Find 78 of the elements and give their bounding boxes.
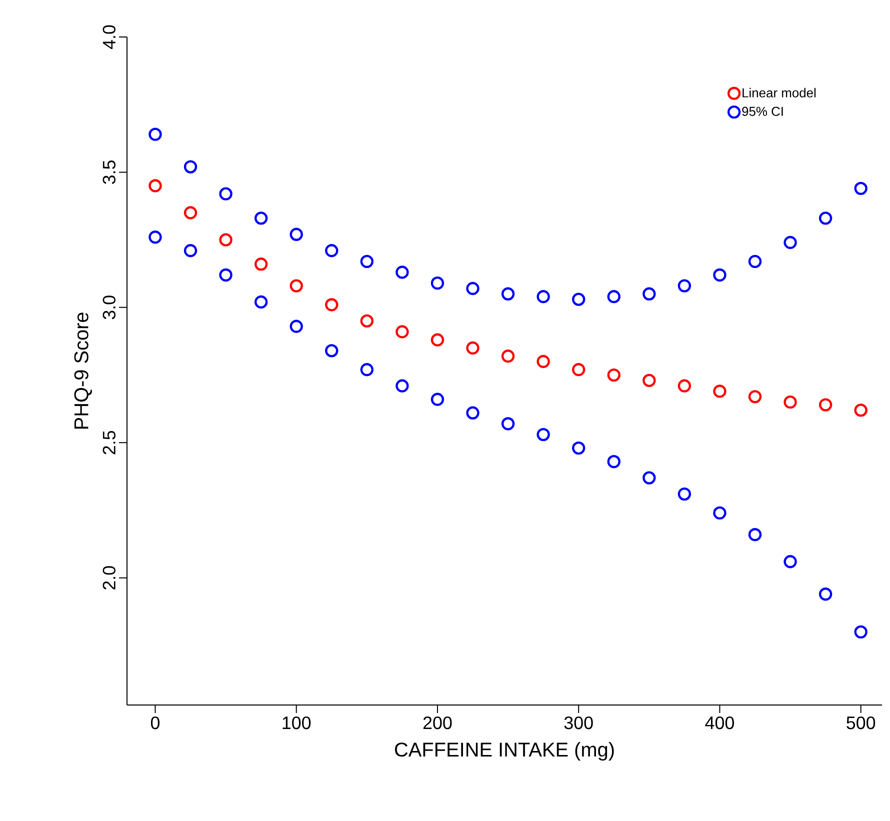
point xyxy=(219,233,232,246)
x-tick-label: 200 xyxy=(423,716,452,730)
point xyxy=(466,282,480,296)
point xyxy=(148,230,162,244)
point xyxy=(854,182,868,196)
point xyxy=(642,374,656,388)
point xyxy=(325,298,338,312)
point xyxy=(254,212,268,225)
point xyxy=(713,384,726,398)
point xyxy=(219,187,232,200)
point xyxy=(501,417,515,430)
point xyxy=(184,160,198,174)
point xyxy=(818,588,832,601)
point xyxy=(607,368,620,382)
point xyxy=(678,379,692,392)
point xyxy=(784,236,797,250)
point xyxy=(536,354,550,368)
x-tick-label: 300 xyxy=(564,716,593,730)
point xyxy=(325,344,338,358)
point xyxy=(254,258,268,271)
point xyxy=(148,179,162,192)
point xyxy=(854,404,868,417)
x-axis-title: CAFFEINE INTAKE (mg) xyxy=(395,742,614,761)
point xyxy=(572,441,586,455)
point xyxy=(396,325,409,338)
x-tick-label: 100 xyxy=(282,716,311,730)
legend-label: Linear model xyxy=(742,88,816,98)
y-tick-label: 3.5 xyxy=(102,160,116,184)
point xyxy=(290,320,303,333)
point xyxy=(818,398,832,412)
point xyxy=(607,454,620,468)
point xyxy=(642,287,656,300)
point xyxy=(501,287,515,300)
point xyxy=(430,392,444,406)
point xyxy=(713,506,726,520)
point xyxy=(184,244,198,258)
x-tick-label: 400 xyxy=(705,716,734,730)
point xyxy=(784,395,797,409)
point xyxy=(854,625,868,639)
point xyxy=(325,244,338,258)
point xyxy=(396,266,409,279)
y-tick-label: 3.0 xyxy=(102,296,116,320)
point xyxy=(466,341,480,355)
y-tick-label: 2.5 xyxy=(102,430,116,454)
point xyxy=(784,555,797,568)
point xyxy=(290,228,303,241)
point xyxy=(713,268,726,282)
point xyxy=(748,254,762,268)
point xyxy=(396,379,409,392)
y-tick-label: 2.0 xyxy=(102,566,116,590)
point xyxy=(536,290,550,304)
x-tick-label: 500 xyxy=(846,716,876,730)
point xyxy=(254,295,268,309)
legend-label: 95% CI xyxy=(742,106,783,116)
point xyxy=(536,428,550,442)
point xyxy=(219,268,232,282)
point xyxy=(572,292,586,306)
y-tick-label: 4.0 xyxy=(102,25,116,50)
point xyxy=(501,350,515,363)
point xyxy=(148,128,162,141)
point xyxy=(818,212,832,225)
point xyxy=(678,279,692,292)
point xyxy=(678,487,692,501)
point xyxy=(607,290,620,304)
point xyxy=(290,279,303,292)
point xyxy=(748,528,762,542)
point xyxy=(360,363,374,376)
point xyxy=(466,406,480,420)
point xyxy=(430,276,444,290)
point xyxy=(642,471,656,484)
point xyxy=(360,254,374,268)
y-axis-title: PHQ-9 Score xyxy=(74,312,92,429)
point xyxy=(184,206,198,220)
point xyxy=(748,390,762,404)
point xyxy=(572,363,586,376)
point xyxy=(360,314,374,328)
point xyxy=(430,333,444,346)
x-tick-label: 0 xyxy=(150,716,160,730)
